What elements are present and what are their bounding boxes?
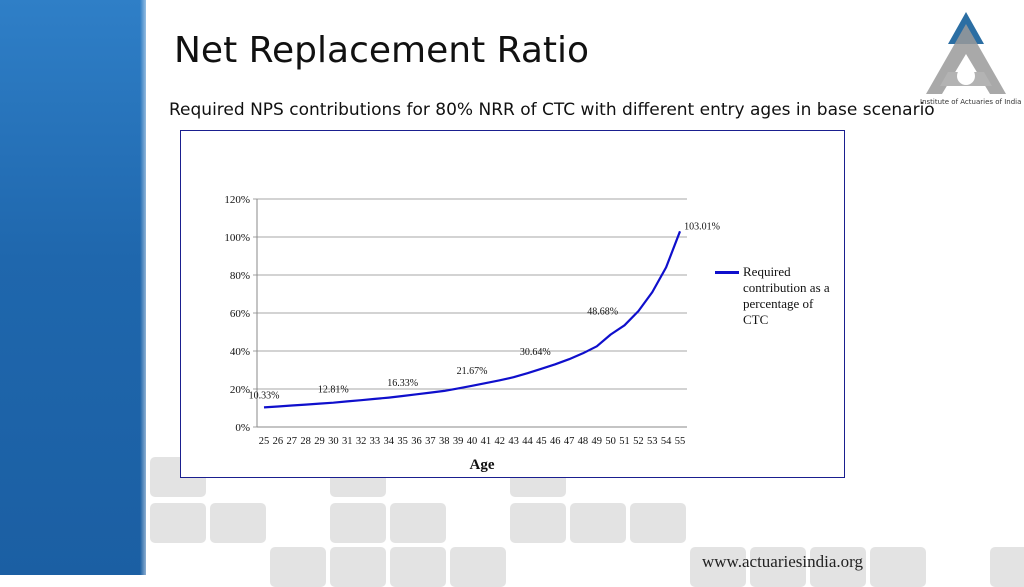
x-tick-label: 42 bbox=[494, 436, 505, 447]
x-axis-title: Age bbox=[470, 457, 495, 473]
x-tick-label: 30 bbox=[328, 436, 339, 447]
chart-subtitle: Required NPS contributions for 80% NRR o… bbox=[169, 100, 935, 120]
y-tick-label: 80% bbox=[230, 270, 250, 282]
decor-tile bbox=[270, 547, 326, 587]
x-tick-label: 46 bbox=[550, 436, 561, 447]
decor-tile bbox=[330, 503, 386, 543]
sidebar-decoration bbox=[0, 0, 146, 575]
x-tick-label: 45 bbox=[536, 436, 547, 447]
decor-tile bbox=[390, 547, 446, 587]
decor-tile bbox=[210, 503, 266, 543]
x-tick-label: 54 bbox=[661, 436, 672, 447]
data-label: 48.68% bbox=[587, 307, 618, 318]
x-tick-label: 35 bbox=[397, 436, 408, 447]
y-tick-label: 60% bbox=[230, 308, 250, 320]
x-tick-label: 26 bbox=[273, 436, 284, 447]
x-tick-label: 55 bbox=[675, 436, 686, 447]
x-tick-label: 47 bbox=[564, 436, 575, 447]
decor-tile bbox=[150, 503, 206, 543]
logo-text: Institute of Actuaries of India bbox=[920, 98, 1021, 106]
data-label: 10.33% bbox=[249, 390, 280, 401]
series-line bbox=[264, 231, 680, 407]
decor-tile bbox=[330, 547, 386, 587]
y-tick-label: 40% bbox=[230, 346, 250, 358]
data-label: 12.81% bbox=[318, 385, 349, 396]
y-tick-label: 120% bbox=[224, 194, 250, 206]
decor-tile bbox=[450, 547, 506, 587]
x-tick-label: 32 bbox=[356, 436, 367, 447]
x-tick-label: 41 bbox=[481, 436, 492, 447]
x-tick-label: 51 bbox=[619, 436, 630, 447]
x-tick-label: 40 bbox=[467, 436, 478, 447]
data-label: 21.67% bbox=[457, 366, 488, 377]
x-tick-label: 25 bbox=[259, 436, 270, 447]
footer-url[interactable]: www.actuariesindia.org bbox=[702, 552, 863, 572]
x-tick-label: 43 bbox=[508, 436, 518, 447]
x-tick-label: 37 bbox=[425, 436, 436, 447]
x-tick-label: 38 bbox=[439, 436, 450, 447]
y-tick-label: 100% bbox=[224, 232, 250, 244]
decor-tile bbox=[990, 547, 1024, 587]
decor-tile bbox=[630, 503, 686, 543]
data-label: 30.64% bbox=[520, 347, 551, 358]
page-title: Net Replacement Ratio bbox=[174, 30, 589, 71]
decor-tile bbox=[390, 503, 446, 543]
x-tick-label: 44 bbox=[522, 436, 533, 447]
decor-tile bbox=[510, 503, 566, 543]
decor-tile bbox=[870, 547, 926, 587]
x-tick-label: 33 bbox=[370, 436, 381, 447]
x-tick-label: 34 bbox=[384, 436, 395, 447]
data-label: 16.33% bbox=[387, 378, 418, 389]
legend-label: Required contribution as a percentage of… bbox=[743, 264, 835, 328]
x-tick-label: 29 bbox=[314, 436, 325, 447]
x-tick-label: 27 bbox=[286, 436, 297, 447]
decor-tile bbox=[570, 503, 626, 543]
iai-logo bbox=[918, 10, 1014, 110]
x-tick-label: 49 bbox=[592, 436, 603, 447]
x-tick-label: 31 bbox=[342, 436, 353, 447]
y-tick-label: 20% bbox=[230, 384, 250, 396]
x-tick-label: 39 bbox=[453, 436, 464, 447]
x-tick-label: 52 bbox=[633, 436, 644, 447]
x-tick-label: 53 bbox=[647, 436, 658, 447]
chart-legend: Required contribution as a percentage of… bbox=[715, 264, 835, 328]
data-label: 103.01% bbox=[684, 221, 720, 232]
x-tick-label: 36 bbox=[411, 436, 422, 447]
legend-line-swatch bbox=[715, 271, 739, 274]
x-tick-label: 48 bbox=[578, 436, 589, 447]
x-tick-label: 50 bbox=[605, 436, 616, 447]
x-tick-label: 28 bbox=[300, 436, 311, 447]
y-tick-label: 0% bbox=[235, 422, 250, 434]
